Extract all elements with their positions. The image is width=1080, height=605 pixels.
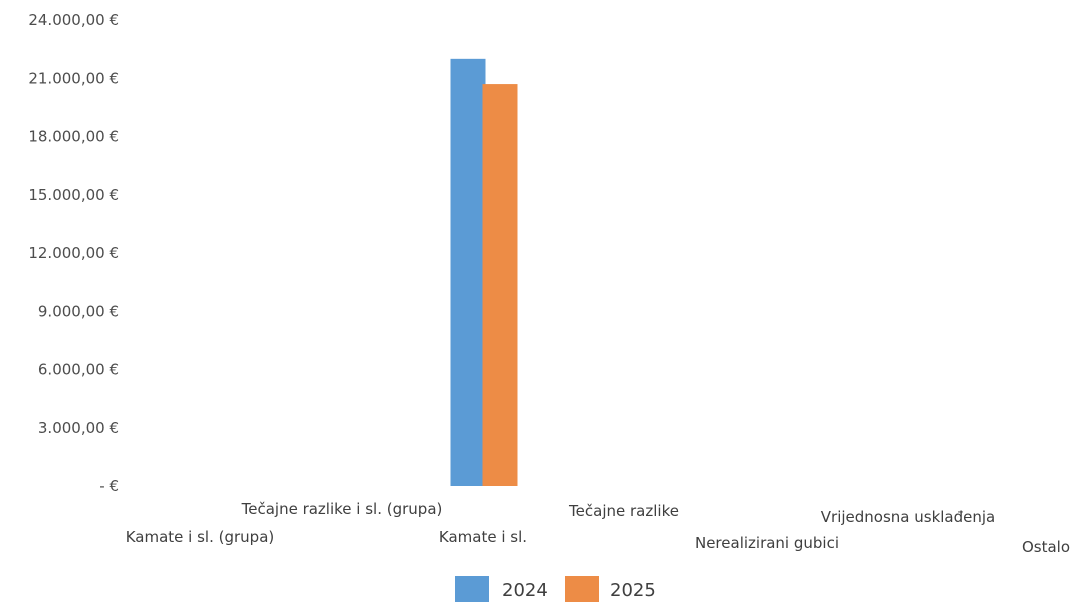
x-tick-label: Vrijednosna usklađenja bbox=[821, 508, 995, 526]
x-tick-label: Tečajne razlike i sl. (grupa) bbox=[241, 500, 443, 518]
legend-label-2024: 2024 bbox=[502, 580, 548, 601]
x-tick-label: Tečajne razlike bbox=[568, 502, 679, 520]
y-tick-label: 6.000,00 € bbox=[38, 361, 119, 379]
legend-label-2025: 2025 bbox=[610, 580, 656, 601]
y-axis: - € 3.000,00 € 6.000,00 € 9.000,00 € 12.000,… bbox=[28, 11, 119, 495]
y-tick-label: 21.000,00 € bbox=[28, 69, 119, 87]
x-axis: Kamate i sl. (grupa) Tečajne razlike i sl… bbox=[126, 500, 1070, 556]
bar-2025-2 bbox=[482, 84, 518, 486]
y-tick-label: 18.000,00 € bbox=[28, 128, 119, 146]
y-tick-label: 15.000,00 € bbox=[28, 186, 119, 204]
x-tick-label: Kamate i sl. bbox=[439, 528, 527, 546]
legend: 2024 2025 bbox=[455, 576, 656, 602]
y-tick-label: 12.000,00 € bbox=[28, 244, 119, 262]
y-tick-label: 9.000,00 € bbox=[38, 302, 119, 320]
bar-2024-2 bbox=[450, 58, 486, 486]
legend-swatch-2025 bbox=[565, 576, 599, 602]
x-tick-label: Nerealizirani gubici bbox=[695, 534, 839, 552]
legend-swatch-2024 bbox=[455, 576, 489, 602]
bars bbox=[450, 58, 518, 486]
y-tick-label: 24.000,00 € bbox=[28, 11, 119, 29]
x-tick-label: Kamate i sl. (grupa) bbox=[126, 528, 275, 546]
x-tick-label: Ostalo bbox=[1022, 538, 1070, 556]
y-tick-label: 3.000,00 € bbox=[38, 419, 119, 437]
y-tick-label: - € bbox=[99, 477, 119, 495]
